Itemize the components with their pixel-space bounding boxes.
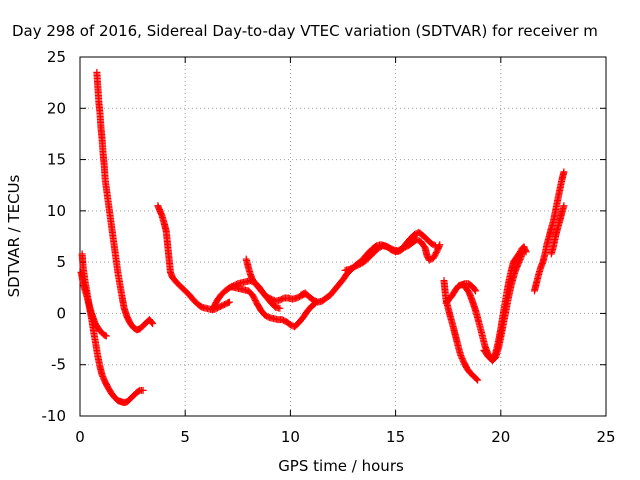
data-series [77, 68, 568, 407]
series-arc-11 [442, 280, 480, 307]
y-tick-label: 0 [56, 304, 66, 322]
axis-ticks: 0 5 10 15 20 25 -10 -5 0 5 10 15 20 25 [42, 48, 616, 446]
plot-frame [79, 56, 607, 417]
data-point-marker [102, 332, 110, 340]
data-point-marker [148, 319, 156, 327]
x-axis-label: GPS time / hours [278, 457, 404, 475]
y-tick-label: -10 [42, 407, 67, 425]
series-arc-2 [77, 268, 110, 340]
data-point-marker [471, 286, 479, 294]
y-tick-label: 5 [56, 253, 66, 271]
y-tick-label: 25 [47, 48, 66, 66]
series-arc-7 [242, 255, 284, 312]
series-arc-14 [530, 168, 568, 295]
series-arc-10 [440, 277, 482, 384]
x-tick-label: 15 [386, 428, 405, 446]
y-tick-label: -5 [51, 356, 66, 374]
data-point-marker [276, 304, 284, 312]
data-point-marker [149, 320, 157, 328]
data-point-marker [520, 248, 528, 256]
data-point-marker [473, 375, 481, 383]
series-arc-6 [227, 283, 320, 331]
y-tick-label: 20 [47, 99, 66, 117]
data-point-marker [225, 298, 233, 306]
data-point-marker [560, 202, 568, 210]
y-tick-label: 15 [47, 151, 66, 169]
x-tick-label: 10 [281, 428, 300, 446]
data-point-marker [436, 241, 444, 249]
chart-title: Day 298 of 2016, Sidereal Day-to-day VTE… [12, 22, 598, 40]
data-point-marker [474, 376, 482, 384]
series-arc-4 [154, 202, 233, 313]
data-point-marker [560, 168, 568, 176]
x-tick-label: 25 [596, 428, 615, 446]
y-tick-label: 10 [47, 202, 66, 220]
x-tick-label: 20 [491, 428, 510, 446]
series-arc-13 [480, 247, 528, 365]
series-arc-9 [341, 236, 444, 274]
data-point-marker [519, 247, 527, 255]
grid-lines [80, 57, 606, 416]
x-tick-label: 5 [180, 428, 190, 446]
y-axis-label: SDTVAR / TECUs [5, 174, 23, 297]
series-arc-15 [547, 202, 568, 258]
data-point-marker [472, 287, 480, 295]
x-tick-label: 0 [75, 428, 85, 446]
data-point-marker [139, 386, 147, 394]
series-arc-3 [93, 68, 157, 334]
